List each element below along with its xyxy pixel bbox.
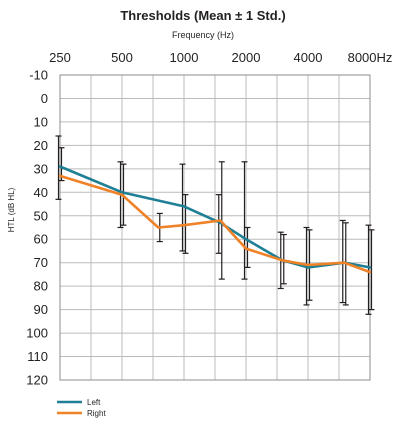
x-tick-label: 250	[49, 50, 71, 65]
legend-label-left: Left	[87, 398, 101, 407]
y-tick-label: 10	[34, 114, 48, 129]
y-tick-label: 100	[26, 326, 48, 341]
x-tick-label: 500	[111, 50, 133, 65]
x-tick-label: 8000Hz	[348, 50, 393, 65]
y-tick-label: 0	[41, 91, 48, 106]
y-tick-label: 70	[34, 255, 48, 270]
y-tick-label: 60	[34, 232, 48, 247]
y-tick-label: 110	[27, 349, 48, 364]
x-tick-label: 2000	[232, 50, 261, 65]
y-tick-label: 40	[34, 185, 48, 200]
legend-label-right: Right	[87, 409, 106, 418]
series-line-right	[58, 174, 372, 274]
plot-frame	[59, 74, 371, 381]
chart-title: Thresholds (Mean ± 1 Std.)	[120, 8, 285, 23]
y-tick-label: -10	[29, 68, 48, 83]
x-tick-labels: 250 500 1000 2000 4000 8000Hz	[49, 50, 392, 65]
grid	[59, 74, 371, 381]
y-tick-label: 90	[34, 302, 48, 317]
y-axis-label: HTL (dB HL)	[7, 187, 16, 232]
y-tick-label: 120	[26, 373, 48, 388]
y-tick-label: 50	[34, 208, 48, 223]
y-tick-label: 80	[34, 279, 48, 294]
x-tick-label: 4000	[294, 50, 323, 65]
series-lines	[58, 165, 372, 274]
legend: Left Right	[57, 398, 106, 418]
chart-subtitle: Frequency (Hz)	[172, 30, 234, 40]
y-tick-label: 20	[34, 138, 48, 153]
x-tick-label: 1000	[170, 50, 199, 65]
y-tick-label: 30	[34, 161, 48, 176]
y-tick-labels: -10 0 10 20 30 40 50 60 70 80 90 100 110 120	[26, 68, 48, 388]
